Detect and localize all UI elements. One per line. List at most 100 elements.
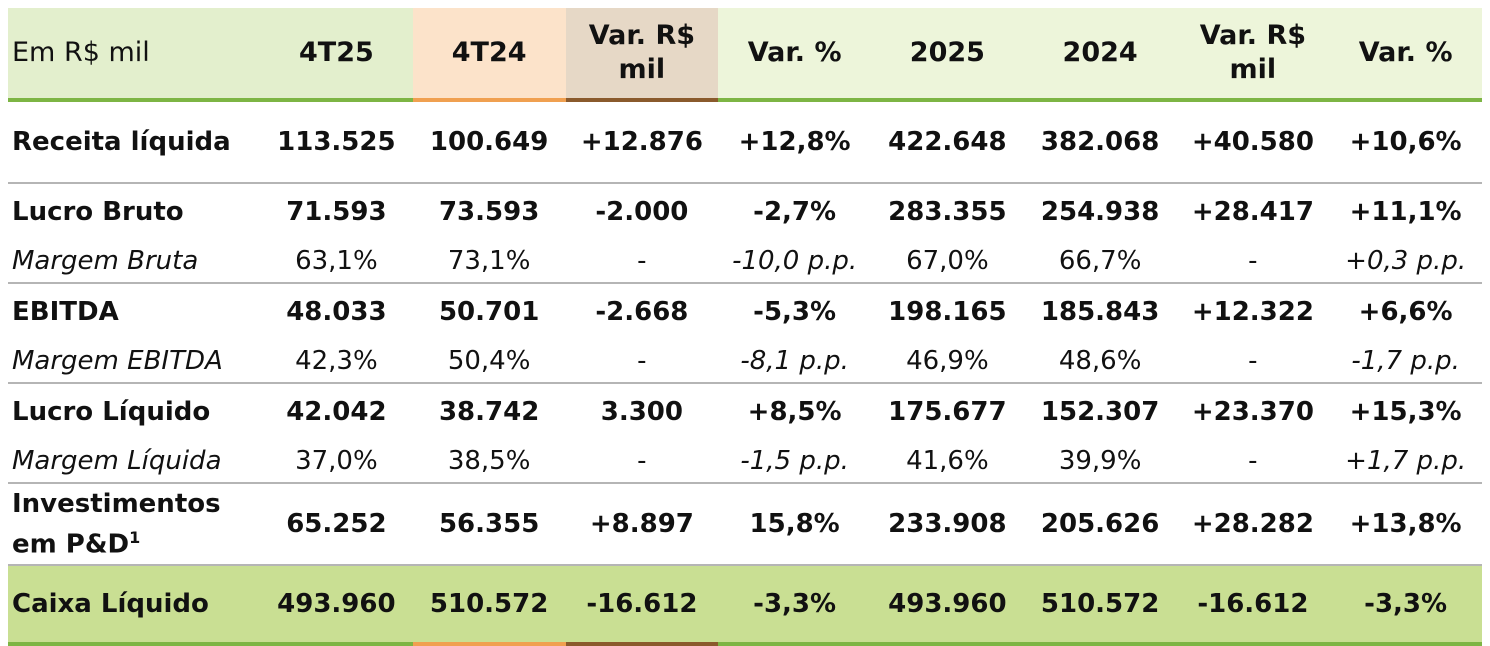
row-label: Margem Bruta — [8, 239, 260, 284]
value-cell: +28.282 — [1176, 483, 1330, 566]
table-row: Lucro Bruto 71.593 73.593 -2.000 -2,7% 283.35… — [8, 183, 1482, 239]
value-cell: +40.580 — [1176, 100, 1330, 184]
value-cell: 382.068 — [1023, 100, 1177, 184]
row-label: EBITDA — [8, 283, 260, 339]
value-cell: 100.649 — [412, 100, 566, 184]
value-cell: 510.572 — [412, 565, 566, 646]
value-cell: +13,8% — [1329, 483, 1482, 566]
row-label: Margem Líquida — [8, 439, 260, 484]
value-cell: -1,5 p.p. — [718, 439, 871, 484]
value-cell: 50.701 — [438, 296, 540, 327]
value-cell: - — [1176, 339, 1330, 384]
table-row: Margem Líquida 37,0% 38,5% - -1,5 p.p. 41,6% 3… — [8, 439, 1482, 484]
value-cell: 73.593 — [438, 196, 540, 227]
value-cell: +15,3% — [1349, 396, 1462, 427]
table-row: Caixa Líquido 493.960 510.572 -16.612 -3,3% 4… — [8, 565, 1482, 646]
row-label: Caixa Líquido — [8, 565, 260, 646]
value-cell: 41,6% — [871, 439, 1024, 484]
row-label: Receita líquida — [8, 100, 260, 184]
label-text: Margem Líquida — [12, 445, 222, 476]
row-label: Lucro Líquido — [8, 383, 260, 439]
value-cell: 510.572 — [1023, 565, 1177, 646]
value-cell: 39,9% — [1023, 439, 1177, 484]
value-cell: 205.626 — [1023, 483, 1177, 566]
value-cell: 283.355 — [888, 196, 1007, 227]
value-cell: -1,7 p.p. — [1329, 339, 1482, 384]
column-header: 2025 — [871, 8, 1024, 102]
column-header: Var. % — [1329, 8, 1482, 102]
value-cell: -10,0 p.p. — [718, 239, 871, 284]
value-cell: -2.000 — [595, 196, 689, 227]
value-cell: +28.417 — [1191, 196, 1314, 227]
row-label: Margem EBITDA — [8, 339, 260, 384]
header-row: Em R$ mil 4T25 4T24 Var. R$ mil Var. % 2025 20… — [8, 8, 1482, 102]
value-cell: +10,6% — [1329, 100, 1482, 184]
column-header: 2024 — [1023, 8, 1177, 102]
value-cell: -3,3% — [718, 565, 871, 646]
value-cell: 254.938 — [1040, 196, 1160, 227]
value-cell: +6,6% — [1358, 296, 1453, 327]
label-text: EBITDA — [12, 296, 119, 327]
value-cell: 71.593 — [286, 196, 387, 227]
value-cell: 185.843 — [1040, 296, 1160, 327]
value-cell: +12,8% — [718, 100, 871, 184]
value-cell: -2,7% — [753, 196, 837, 227]
table-row: EBITDA 48.033 50.701 -2.668 -5,3% 198.165 185.… — [8, 283, 1482, 339]
column-header: 4T25 — [260, 8, 413, 102]
value-cell: - — [565, 439, 719, 484]
value-cell: - — [1176, 439, 1330, 484]
label-text: Lucro Bruto — [12, 196, 184, 227]
value-cell: 38.742 — [438, 396, 540, 427]
value-cell: 198.165 — [888, 296, 1007, 327]
value-cell: 56.355 — [412, 483, 566, 566]
value-cell: 42.042 — [286, 396, 387, 427]
value-cell: 152.307 — [1040, 396, 1160, 427]
column-header: Em R$ mil — [8, 8, 260, 102]
label-text: Receita líquida — [12, 127, 231, 157]
table-row: Margem Bruta 63,1% 73,1% - -10,0 p.p. 67,0% 66… — [8, 239, 1482, 284]
value-cell: -2.668 — [595, 296, 689, 327]
column-header: Var. % — [718, 8, 871, 102]
label-text: Caixa Líquido — [12, 589, 209, 619]
value-cell: 175.677 — [888, 396, 1007, 427]
results-table: Em R$ mil 4T25 4T24 Var. R$ mil Var. % 2025 20… — [8, 8, 1482, 646]
value-cell: +8,5% — [747, 396, 842, 427]
value-cell: +1,7 p.p. — [1329, 439, 1482, 484]
value-cell: 113.525 — [260, 100, 413, 184]
value-cell: +12.322 — [1191, 296, 1314, 327]
value-cell: -8,1 p.p. — [718, 339, 871, 384]
row-label: Lucro Bruto — [8, 183, 260, 239]
label-text: Investimentos em P&D — [12, 488, 221, 560]
table-row: Lucro Líquido 42.042 38.742 3.300 +8,5% 175.6… — [8, 383, 1482, 439]
label-text: Margem EBITDA — [12, 345, 223, 376]
value-cell: +12.876 — [565, 100, 719, 184]
value-cell: - — [565, 239, 719, 284]
value-cell: -16.612 — [1176, 565, 1330, 646]
value-cell: +23.370 — [1191, 396, 1314, 427]
table-row: Margem EBITDA 42,3% 50,4% - -8,1 p.p. 46,9% 48… — [8, 339, 1482, 384]
value-cell: +8.897 — [565, 483, 719, 566]
value-cell: 422.648 — [871, 100, 1024, 184]
column-header: Var. R$ mil — [565, 8, 719, 102]
value-cell: 3.300 — [600, 396, 683, 427]
value-cell: 48,6% — [1023, 339, 1177, 384]
value-cell: 67,0% — [871, 239, 1024, 284]
value-cell: 38,5% — [412, 439, 566, 484]
value-cell: -5,3% — [753, 296, 837, 327]
value-cell: 63,1% — [260, 239, 413, 284]
label-text: Margem Bruta — [12, 245, 199, 276]
column-header: Var. R$ mil — [1176, 8, 1330, 102]
value-cell: 493.960 — [260, 565, 413, 646]
value-cell: +0,3 p.p. — [1329, 239, 1482, 284]
value-cell: 233.908 — [871, 483, 1024, 566]
value-cell: 42,3% — [260, 339, 413, 384]
value-cell: 37,0% — [260, 439, 413, 484]
label-text: Lucro Líquido — [12, 396, 211, 427]
value-cell: -3,3% — [1329, 565, 1482, 646]
value-cell: +11,1% — [1349, 196, 1462, 227]
row-label: Investimentos em P&D1 — [8, 483, 260, 566]
column-header: 4T24 — [412, 8, 566, 102]
value-cell: 50,4% — [412, 339, 566, 384]
table-row: Investimentos em P&D1 65.252 56.355 +8.897 1… — [8, 483, 1482, 566]
